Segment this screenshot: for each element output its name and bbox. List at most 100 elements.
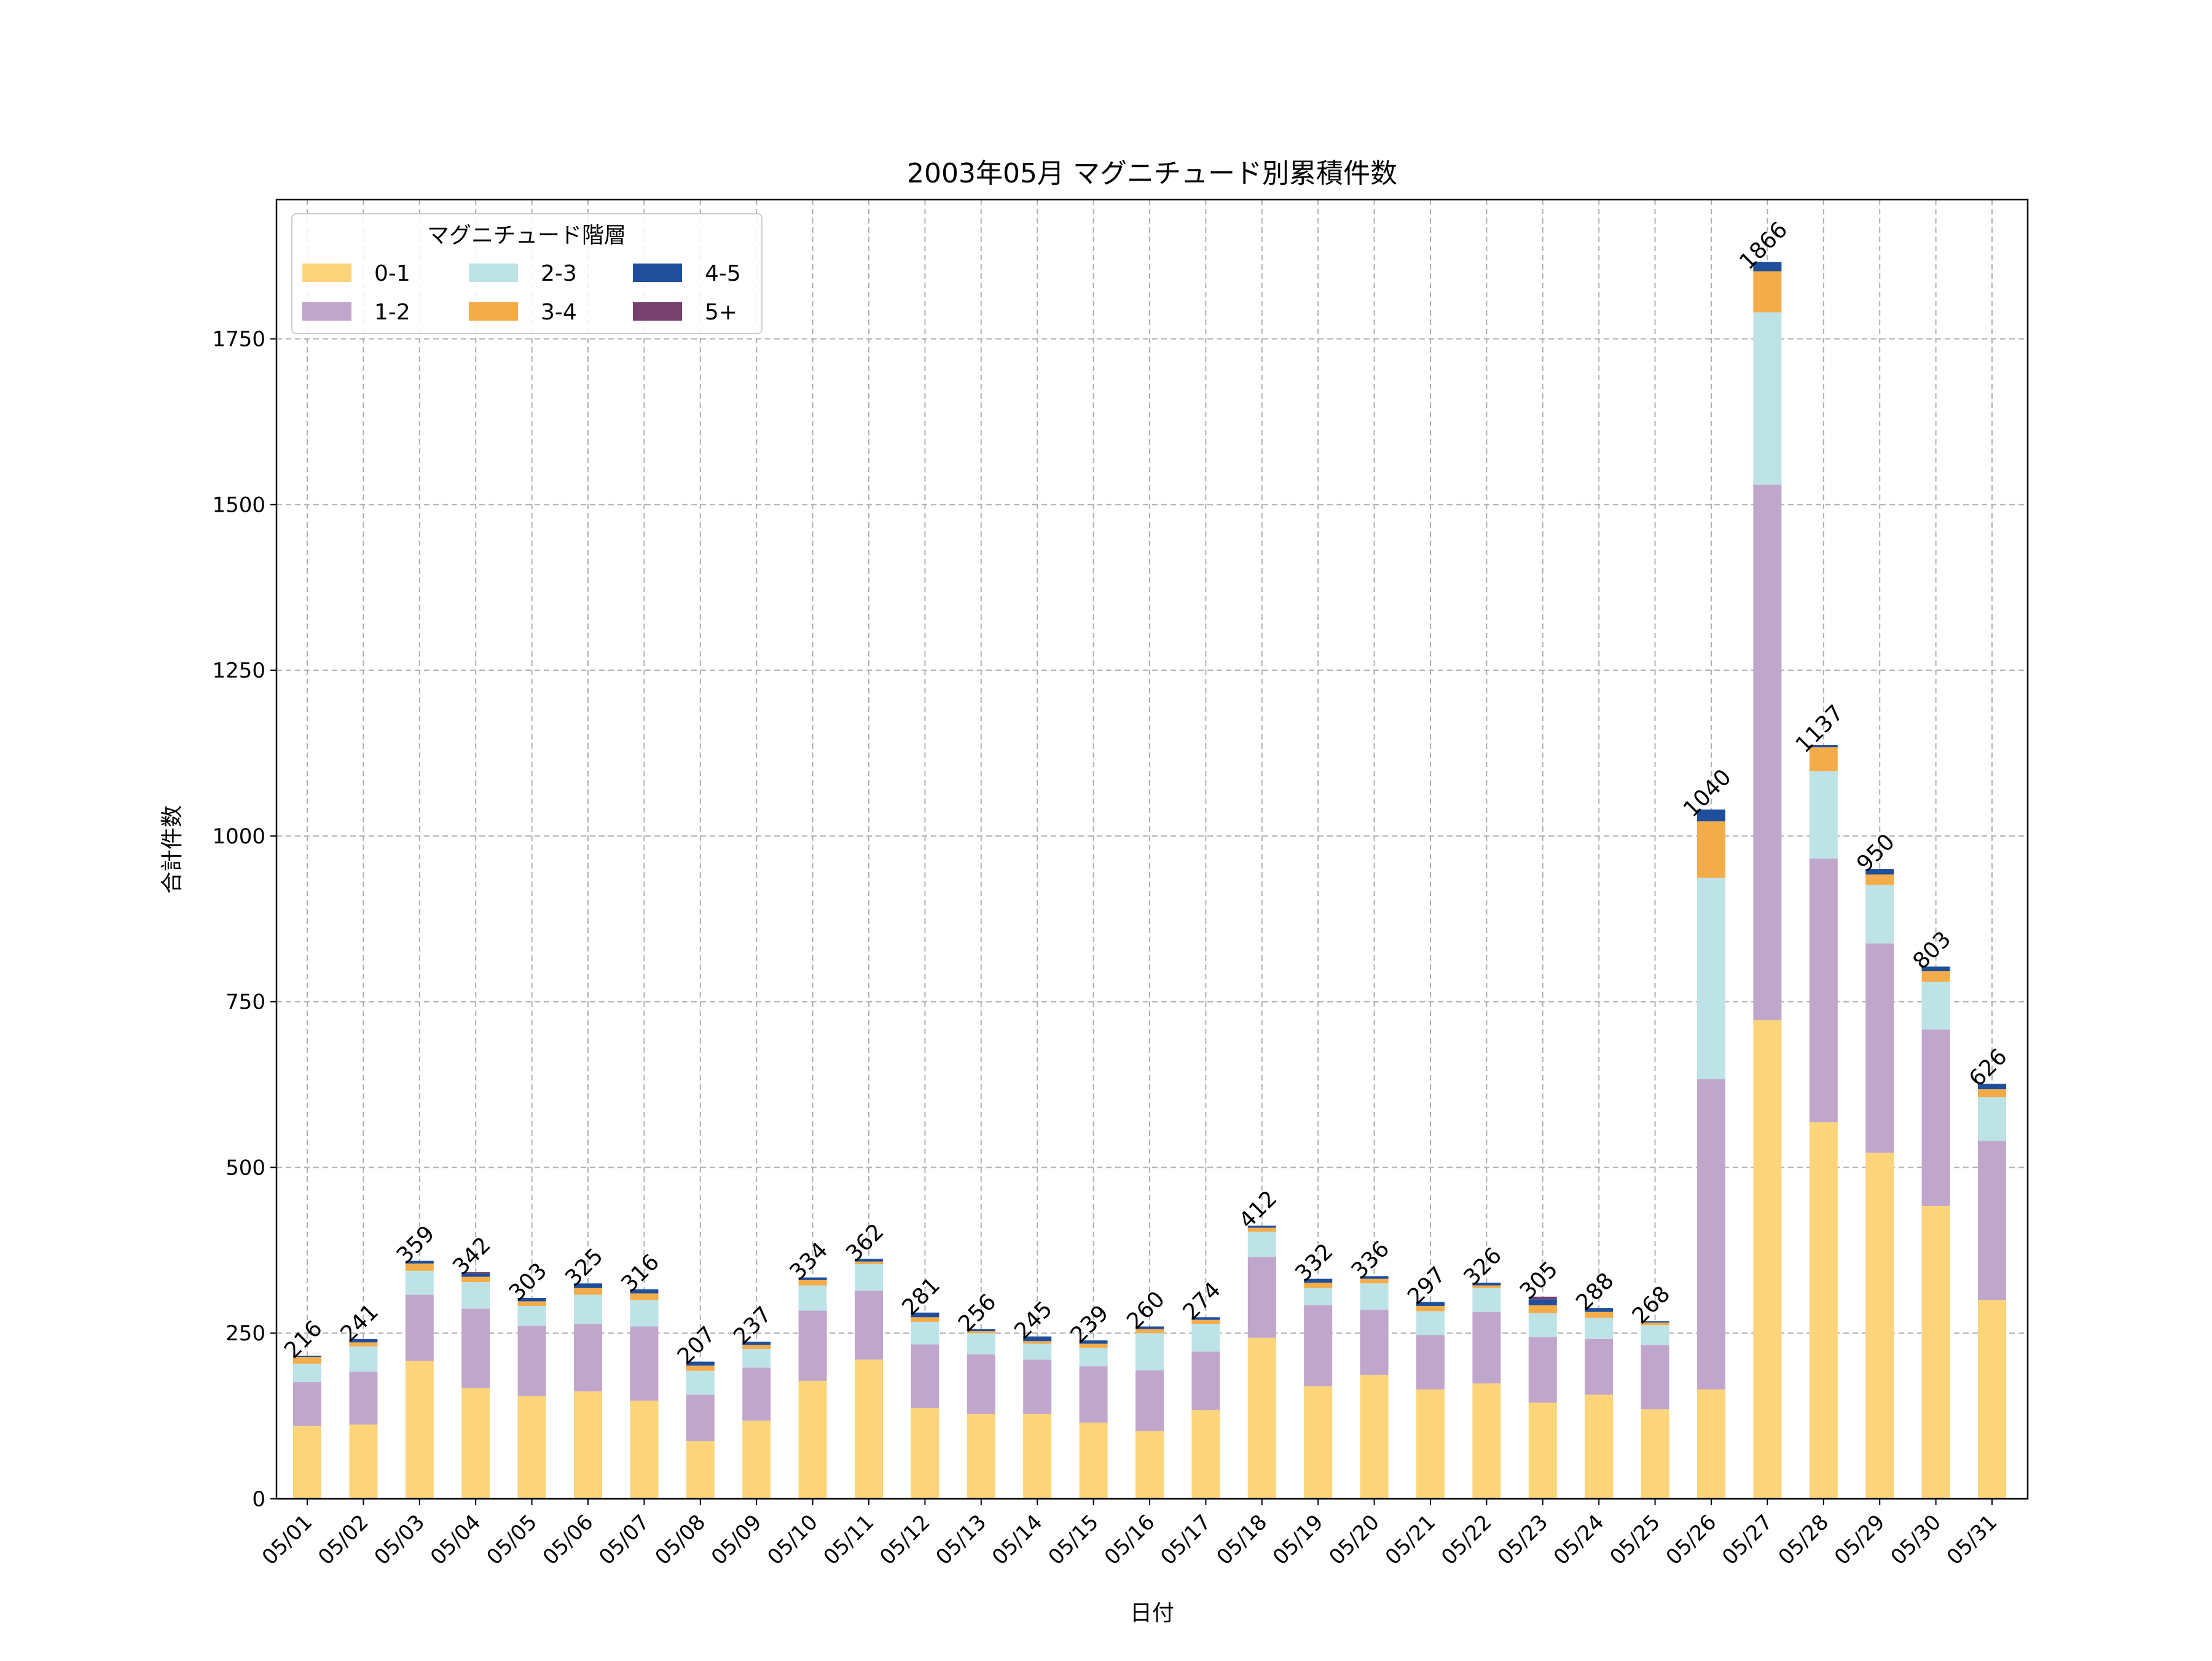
bar-segment-0-1-05/14 <box>1023 1413 1052 1499</box>
y-tick-label: 500 <box>226 1155 265 1180</box>
legend-title: マグニチュード階層 <box>427 223 626 248</box>
bar-segment-1-2-05/26 <box>1697 1079 1725 1389</box>
y-axis-label: 合計件数 <box>160 805 185 894</box>
bar-segment-4-5-05/06 <box>574 1283 602 1288</box>
bar-segment-4-5-05/13 <box>967 1329 995 1331</box>
bar-segment-2-3-05/05 <box>517 1305 546 1326</box>
bar-segment-0-1-05/24 <box>1585 1394 1614 1499</box>
bar-segment-3-4-05/17 <box>1191 1319 1220 1324</box>
bar-segment-2-3-05/09 <box>742 1349 771 1368</box>
bar-segment-0-1-05/03 <box>405 1361 434 1499</box>
bar-segment-1-2-05/22 <box>1472 1311 1501 1384</box>
bar-segment-0-1-05/18 <box>1247 1337 1276 1499</box>
bar-segment-3-4-05/03 <box>405 1263 434 1271</box>
bar-segment-2-3-05/10 <box>798 1285 827 1311</box>
bar-segment-3-4-05/01 <box>293 1357 321 1364</box>
bar-segment-0-1-05/15 <box>1079 1422 1108 1499</box>
legend: マグニチュード階層 0-1 1-2 2-3 3-4 4-5 5+ <box>291 213 763 334</box>
bar-segment-4-5-05/31 <box>1978 1084 2006 1090</box>
bar-segment-2-3-05/21 <box>1416 1311 1445 1335</box>
bar-segment-3-4-05/19 <box>1304 1283 1333 1288</box>
bar-segment-3-4-05/12 <box>911 1317 939 1322</box>
bar-segment-1-2-05/21 <box>1416 1335 1445 1389</box>
bar-segment-4-5-05/29 <box>1865 869 1894 875</box>
bar-segment-2-3-05/01 <box>293 1363 321 1383</box>
bar-segment-4-5-05/02 <box>349 1339 378 1343</box>
bar-segment-4-5-05/30 <box>1921 966 1950 972</box>
y-tick-label: 750 <box>226 990 265 1015</box>
bar-segment-2-3-05/29 <box>1865 885 1894 944</box>
y-tick-label: 1000 <box>212 824 265 849</box>
bar-segment-2-3-05/28 <box>1809 771 1838 859</box>
bar-segment-4-5-05/17 <box>1191 1317 1220 1320</box>
bar-segment-3-4-05/31 <box>1978 1089 2006 1098</box>
bar-segment-0-1-05/19 <box>1304 1386 1333 1499</box>
bar-segment-0-1-05/23 <box>1528 1402 1557 1499</box>
bar-segment-2-3-05/08 <box>686 1370 715 1395</box>
bar-segment-0-1-05/25 <box>1641 1409 1669 1499</box>
x-axis-label: 日付 <box>1130 1601 1174 1626</box>
bar-segment-0-1-05/17 <box>1191 1410 1220 1499</box>
chart-title: 2003年05月 マグニチュード別累積件数 <box>907 158 1397 189</box>
bar-segment-4-5-05/23 <box>1528 1299 1557 1305</box>
bar-segment-1-2-05/30 <box>1921 1030 1950 1206</box>
bar-segment-1-2-05/31 <box>1978 1141 2006 1300</box>
y-tick-label: 250 <box>226 1321 265 1346</box>
bar-segment-1-2-05/10 <box>798 1310 827 1381</box>
bar-segment-2-3-05/17 <box>1191 1324 1220 1352</box>
bar-segment-2-3-05/27 <box>1753 312 1782 485</box>
bar-segment-3-4-05/29 <box>1865 874 1894 885</box>
bar-segment-4-5-05/28 <box>1809 745 1838 748</box>
bar-segment-1-2-05/07 <box>630 1326 659 1401</box>
bar-segment-2-3-05/14 <box>1023 1343 1052 1360</box>
bar-segment-4-5-05/11 <box>855 1259 883 1262</box>
bar-segment-2-3-05/18 <box>1247 1232 1276 1257</box>
bar-segment-0-1-05/05 <box>517 1396 546 1499</box>
bar-segment-0-1-05/16 <box>1135 1431 1164 1499</box>
bar-segment-0-1-05/01 <box>293 1426 321 1499</box>
bar-segment-2-3-05/02 <box>349 1346 378 1372</box>
bar-segment-2-3-05/12 <box>911 1321 939 1345</box>
bar-segment-1-2-05/05 <box>517 1326 546 1396</box>
bar-segment-3-4-05/11 <box>855 1261 883 1265</box>
bar-segment-1-2-05/04 <box>461 1308 490 1388</box>
bar-segment-5+-05/04 <box>461 1272 490 1274</box>
bar-segment-3-4-05/24 <box>1585 1311 1614 1318</box>
bar-segment-2-3-05/15 <box>1079 1347 1108 1367</box>
bar-segment-3-4-05/27 <box>1753 271 1782 313</box>
bar-segment-1-2-05/19 <box>1304 1305 1333 1386</box>
bar-segment-3-4-05/09 <box>742 1345 771 1350</box>
bar-segment-0-1-05/20 <box>1360 1375 1389 1499</box>
bar-segment-1-2-05/24 <box>1585 1339 1614 1395</box>
bar-segment-0-1-05/31 <box>1978 1300 2006 1499</box>
legend-swatch-1-2 <box>302 302 351 321</box>
bar-segment-3-4-05/15 <box>1079 1343 1108 1348</box>
bar-segment-4-5-05/20 <box>1360 1276 1389 1279</box>
bar-segment-3-4-05/30 <box>1921 971 1950 982</box>
bar-segment-4-5-05/21 <box>1416 1302 1445 1306</box>
bar-segment-1-2-05/27 <box>1753 485 1782 1020</box>
bar-segment-2-3-05/20 <box>1360 1283 1389 1310</box>
bar-segment-3-4-05/16 <box>1135 1329 1164 1334</box>
bar-segment-3-4-05/23 <box>1528 1305 1557 1313</box>
bar-segment-4-5-05/19 <box>1304 1278 1333 1283</box>
bar-segment-3-4-05/26 <box>1697 821 1725 878</box>
bar-segment-0-1-05/06 <box>574 1391 602 1499</box>
bar-segment-2-3-05/25 <box>1641 1325 1669 1345</box>
bar-segment-4-5-05/09 <box>742 1342 771 1345</box>
bar-segment-0-1-05/10 <box>798 1380 827 1499</box>
bar-segment-1-2-05/02 <box>349 1371 378 1425</box>
y-tick-label: 1500 <box>212 493 265 517</box>
y-tick-label: 1250 <box>212 659 265 683</box>
bar-segment-4-5-05/01 <box>293 1355 321 1358</box>
bar-segment-1-2-05/20 <box>1360 1310 1389 1375</box>
bar-segment-3-4-05/05 <box>517 1301 546 1306</box>
bar-segment-2-3-05/23 <box>1528 1313 1557 1337</box>
bar-segment-3-4-05/20 <box>1360 1278 1389 1284</box>
bar-segment-0-1-05/08 <box>686 1441 715 1499</box>
bar-segment-2-3-05/26 <box>1697 877 1725 1079</box>
bar-segment-2-3-05/13 <box>967 1333 995 1354</box>
bar-segment-4-5-05/24 <box>1585 1308 1614 1312</box>
